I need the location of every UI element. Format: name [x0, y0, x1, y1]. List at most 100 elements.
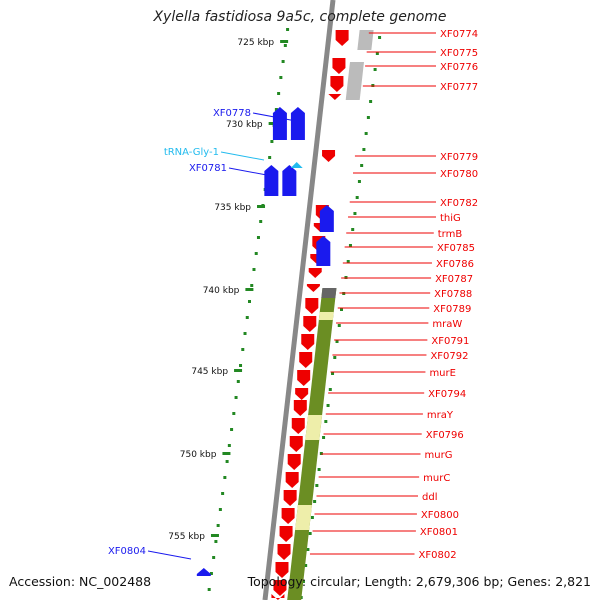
gene-label-right: XF0780 — [440, 169, 478, 180]
gene-label-right: XF0802 — [419, 550, 457, 561]
scale-dot — [306, 548, 310, 551]
forward-gene-arrow — [279, 526, 293, 542]
map-title: Xylella fastidiosa 9a5c, complete genome — [153, 9, 447, 25]
gene-label-right: XF0792 — [430, 351, 468, 362]
scale-dot — [340, 308, 343, 311]
forward-gene-arrow — [303, 316, 317, 332]
scale-dot — [227, 444, 231, 447]
scale-tick-mark — [280, 40, 289, 43]
scale-dot — [335, 340, 339, 343]
gene-label-right: ddl — [422, 492, 437, 503]
scale-dot — [317, 468, 321, 471]
scale-dot — [328, 388, 332, 391]
scale-dot — [225, 460, 229, 463]
scale-tick-label: 755 kbp — [168, 532, 205, 542]
gene-label-left: XF0781 — [189, 163, 227, 174]
reverse-gene-arrow — [196, 568, 211, 576]
scale-dot — [214, 540, 218, 543]
forward-gene-arrow — [328, 94, 342, 100]
operon-light-segment — [305, 415, 323, 440]
scale-dot — [308, 532, 312, 535]
scale-dot — [322, 436, 326, 439]
gene-label-left: tRNA-Gly-1 — [164, 147, 219, 158]
gene-label-right: trmB — [438, 229, 463, 240]
forward-gene-arrow — [289, 436, 303, 452]
scale-dot — [355, 196, 359, 199]
scale-tick-mark — [210, 534, 219, 537]
forward-gene-arrow — [308, 268, 322, 278]
scale-ticks: 725 kbp 730 kbp 735 kbp 740 kbp 745 kbp 750 k… — [168, 38, 289, 542]
scale-dot — [378, 36, 382, 39]
reverse-gene-arrow — [319, 205, 334, 232]
scale-dot — [373, 68, 377, 71]
scale-dot — [364, 132, 368, 135]
scale-dot — [375, 52, 379, 55]
scale-dot — [239, 364, 243, 367]
scale-dot — [254, 252, 258, 255]
scale-dot — [212, 556, 216, 559]
scale-tick-label: 735 kbp — [214, 203, 251, 213]
forward-gene-arrow — [281, 508, 295, 524]
gene-labels: XF0774 XF0775 XF0776 XF0777 XF0779 XF0780 XF07… — [108, 29, 478, 561]
gene-label-right: mraY — [427, 410, 454, 421]
forward-gene-arrow — [283, 490, 297, 506]
reverse-gene-arrow — [290, 107, 305, 140]
gene-label-right: XF0777 — [440, 82, 478, 93]
gene-label-right: murC — [423, 473, 450, 484]
gene-label-right: XF0786 — [436, 259, 474, 270]
scale-dot — [268, 156, 272, 159]
scale-dot — [245, 316, 249, 319]
scale-dot — [351, 228, 355, 231]
gene-label-right: XF0782 — [440, 198, 478, 209]
reverse-gene-arrow — [264, 165, 279, 196]
gene-label-right: mraW — [432, 319, 462, 330]
scale-dot — [301, 580, 305, 583]
scale-dot — [279, 76, 283, 79]
scale-dot — [353, 212, 357, 215]
scale-dot — [256, 236, 260, 239]
scale-dot — [326, 404, 330, 407]
scale-dot — [241, 348, 245, 351]
scale-dot — [283, 44, 287, 47]
scale-dot — [252, 268, 256, 271]
gene-label-right: XF0796 — [426, 430, 464, 441]
scale-dot — [315, 484, 319, 487]
scale-tick-mark — [234, 369, 243, 372]
scale-tick-label: 740 kbp — [203, 286, 240, 296]
scale-dot — [209, 572, 213, 575]
reverse-gene-arrow — [282, 165, 297, 196]
scale-dot — [310, 516, 314, 519]
scale-dot — [277, 92, 281, 95]
forward-gene-arrow — [273, 580, 287, 596]
gene-arrows — [196, 30, 349, 600]
scale-dot — [304, 564, 308, 567]
scale-dot — [216, 524, 220, 527]
scale-tick-label: 730 kbp — [226, 120, 263, 130]
gene-label-left: XF0804 — [108, 546, 146, 557]
scale-dot — [232, 412, 236, 415]
forward-gene-arrow — [305, 298, 319, 314]
gene-label-left: XF0778 — [213, 108, 251, 119]
scale-tick-mark — [257, 205, 266, 208]
forward-gene-arrow — [299, 352, 313, 368]
gene-label-right: XF0776 — [440, 62, 478, 73]
label-leader-line — [147, 550, 192, 560]
forward-gene-arrow — [275, 562, 289, 578]
forward-gene-arrow — [332, 58, 346, 74]
scale-dot — [366, 116, 370, 119]
forward-gene-arrow — [301, 334, 315, 350]
gene-label-right: XF0774 — [440, 29, 478, 40]
forward-gene-arrow — [291, 418, 305, 434]
genome-backbone — [262, 0, 336, 601]
scale-dot — [274, 108, 278, 111]
scale-tick-label: 725 kbp — [237, 38, 274, 48]
gene-label-right: XF0794 — [428, 389, 466, 400]
scale-dot — [270, 140, 274, 143]
reverse-gene-arrow — [316, 236, 331, 266]
label-leader-line — [228, 167, 273, 177]
scale-dot — [236, 380, 240, 383]
gene-label-right: XF0800 — [421, 510, 459, 521]
gene-label-right: XF0779 — [440, 152, 478, 163]
gray-band — [321, 288, 337, 298]
